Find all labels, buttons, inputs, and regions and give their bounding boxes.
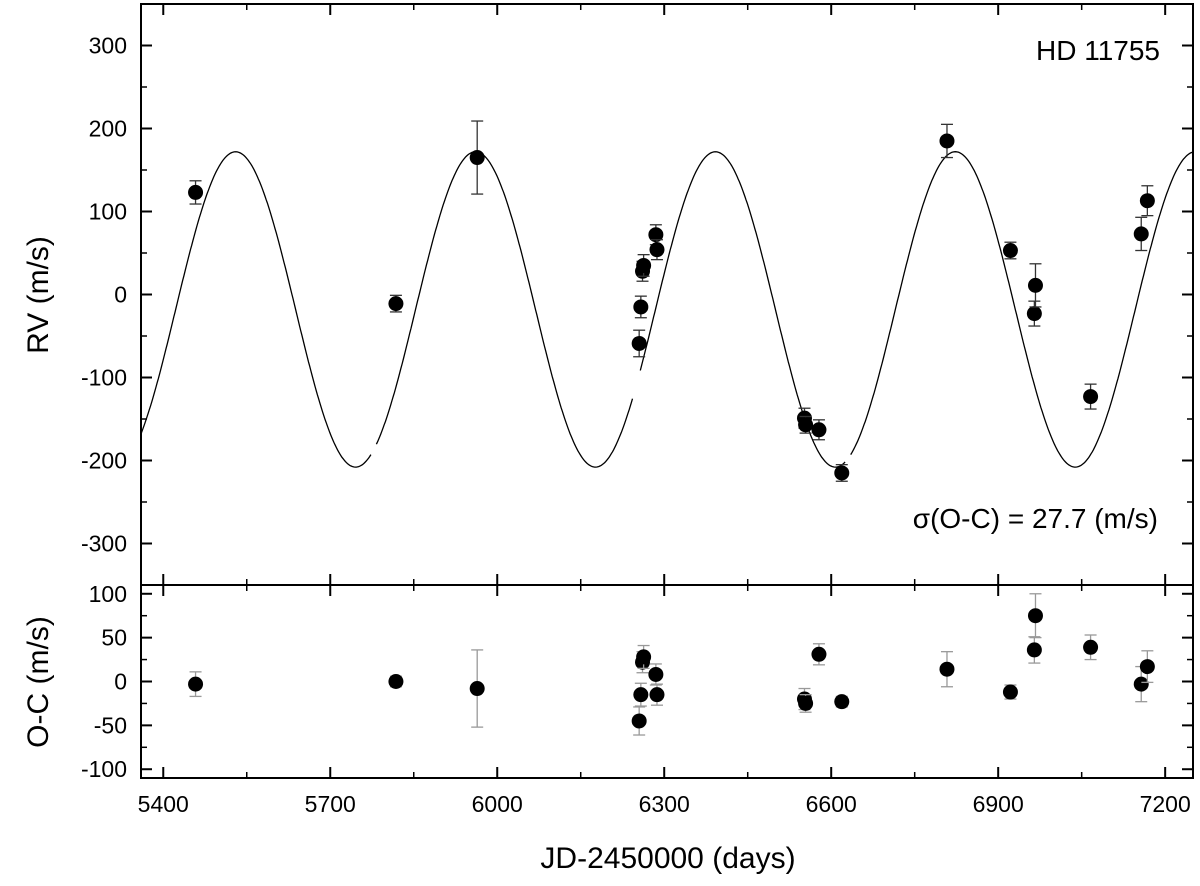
rv-ytick-label: -100 xyxy=(81,365,127,391)
x-tick-label: 5400 xyxy=(138,791,189,817)
rv-panel: 300 200 100 0 -100 -200 -300 HD 11755 σ(O-C) =… xyxy=(22,3,1194,586)
x-tick-label: 6900 xyxy=(973,791,1024,817)
star-name-label: HD 11755 xyxy=(1036,35,1160,66)
rv-point xyxy=(1027,277,1043,293)
rv-point xyxy=(798,417,814,433)
rv-ytick-label: 0 xyxy=(114,282,127,308)
residual-ytick-label: 100 xyxy=(89,581,127,607)
residual-point xyxy=(1027,608,1043,624)
rv-fit-curve xyxy=(140,151,1194,468)
rv-point xyxy=(388,296,404,312)
residual-point xyxy=(834,694,850,710)
residual-point xyxy=(631,713,647,729)
x-axis-title: JD-2450000 (days) xyxy=(540,842,795,875)
residual-point xyxy=(388,674,404,689)
rv-point xyxy=(633,299,649,315)
residual-point xyxy=(188,676,204,692)
rv-point xyxy=(631,335,647,351)
rv-point xyxy=(1083,389,1099,405)
rv-axis-title: RV (m/s) xyxy=(22,236,55,354)
rv-ytick-label: 200 xyxy=(89,116,127,142)
residual-panel-frame xyxy=(140,584,1194,779)
rv-point xyxy=(939,133,955,149)
residual-point xyxy=(649,687,665,703)
rv-ytick-label: 300 xyxy=(89,33,127,59)
rv-panel-ticks: 300 200 100 0 -100 -200 -300 xyxy=(81,3,1193,586)
residual-axis-title: O-C (m/s) xyxy=(22,616,55,748)
residual-point xyxy=(633,687,649,703)
x-tick-label: 6000 xyxy=(472,791,523,817)
residual-ytick-label: 0 xyxy=(114,669,127,695)
residual-panel: 100 50 0 -50 -100 5400 5700 6000 6300 6600 6900 720… xyxy=(22,581,1194,875)
rv-point xyxy=(811,422,827,438)
residual-ytick-label: 50 xyxy=(101,625,127,651)
rv-point xyxy=(649,242,665,258)
residual-point xyxy=(1002,684,1018,700)
x-tick-label: 6600 xyxy=(806,791,857,817)
rv-ytick-label: 100 xyxy=(89,199,127,225)
residual-point xyxy=(636,649,652,665)
sigma-annotation: σ(O-C) = 27.7 (m/s) xyxy=(913,503,1158,534)
rv-point xyxy=(1139,193,1155,209)
residual-point xyxy=(469,681,485,697)
residual-point xyxy=(939,661,955,677)
residual-ytick-label: -100 xyxy=(81,756,127,782)
rv-point xyxy=(1133,226,1149,242)
residual-panel-ticks: 100 50 0 -50 -100 5400 5700 6000 6300 6600 6900 720… xyxy=(81,581,1193,817)
residual-point xyxy=(798,695,814,711)
rv-point xyxy=(648,227,664,243)
rv-ytick-label: -200 xyxy=(81,448,127,474)
residual-point xyxy=(1133,676,1149,692)
residual-ytick-label: -50 xyxy=(94,712,127,738)
rv-point xyxy=(1026,306,1042,322)
residual-data-points xyxy=(188,593,1155,736)
rv-point xyxy=(834,465,850,481)
rv-ytick-label: -300 xyxy=(81,531,127,557)
rv-point xyxy=(1002,243,1018,259)
x-tick-label: 7200 xyxy=(1140,791,1191,817)
residual-point xyxy=(1026,642,1042,658)
residual-point xyxy=(811,646,827,662)
residual-point xyxy=(1139,659,1155,675)
residual-point xyxy=(1083,639,1099,655)
rv-point xyxy=(636,257,652,273)
x-tick-label: 6300 xyxy=(639,791,690,817)
rv-data-points xyxy=(188,120,1155,482)
residual-point xyxy=(648,666,664,682)
rv-point xyxy=(188,184,204,200)
x-tick-label: 5700 xyxy=(305,791,356,817)
rv-point xyxy=(469,150,485,166)
